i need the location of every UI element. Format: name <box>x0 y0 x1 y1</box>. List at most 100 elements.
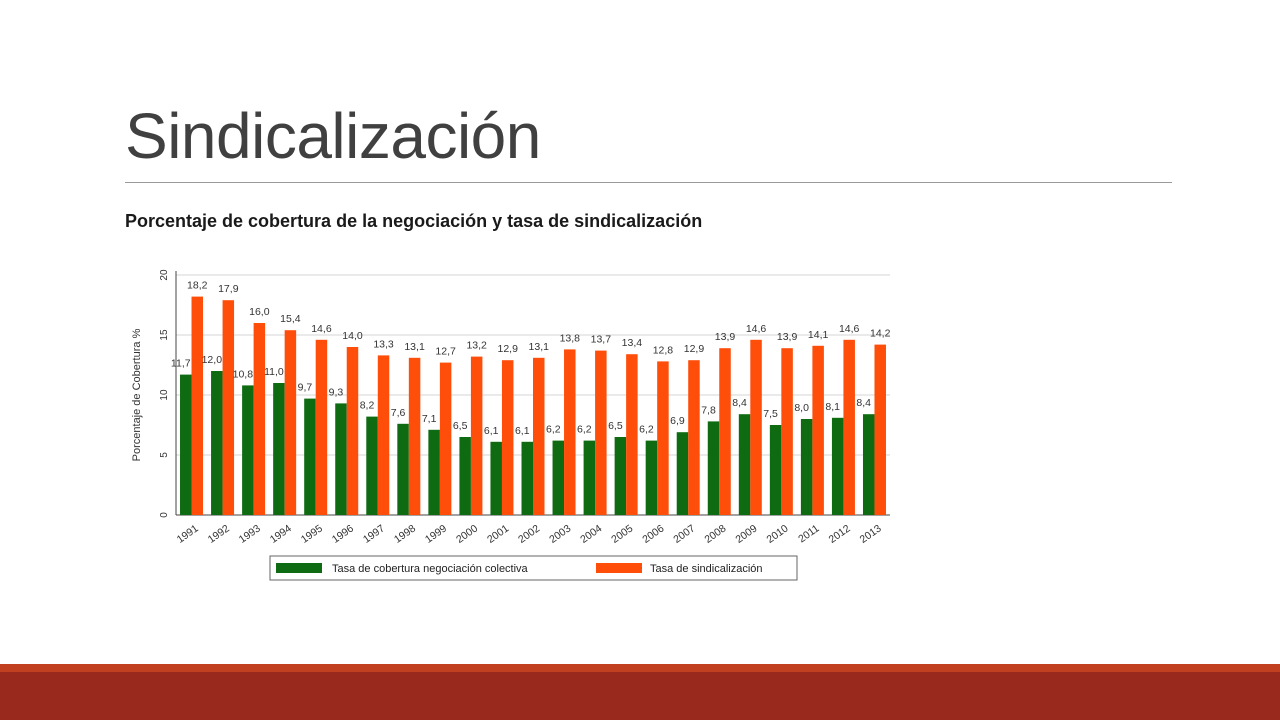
data-label: 6,1 <box>484 425 499 437</box>
bar-cobertura <box>242 385 254 515</box>
bar-cobertura <box>521 441 533 515</box>
bar-cobertura <box>769 425 782 515</box>
data-label: 13,2 <box>466 340 487 352</box>
data-label: 6,2 <box>546 424 561 436</box>
bar-cobertura <box>397 423 409 515</box>
x-tick-label: 2008 <box>702 522 728 545</box>
data-label: 14,6 <box>311 323 332 335</box>
data-label: 13,1 <box>529 341 550 353</box>
slide-subtitle: Porcentaje de cobertura de la negociació… <box>125 211 703 231</box>
x-tick-label: 1994 <box>268 522 294 545</box>
x-tick-label: 2013 <box>858 522 884 545</box>
bar-sindicalizacion <box>595 350 607 515</box>
bars <box>180 296 886 515</box>
x-tick-labels: 1991 1992 1993 1994 1995 1996 1997 1998 1999 2000… <box>175 522 884 545</box>
data-label: 13,4 <box>622 337 643 349</box>
bar-sindicalizacion <box>408 357 421 515</box>
data-label: 8,4 <box>856 397 871 409</box>
data-label: 7,8 <box>701 404 716 416</box>
bar-chart: 11,7 18,2 12,0 17,9 10,8 16,0 11,0 15,4 9,7 14,6 9… <box>131 269 891 581</box>
y-tick-label: 5 <box>159 452 170 458</box>
data-label: 9,7 <box>298 382 313 394</box>
bar-sindicalizacion <box>253 323 266 515</box>
data-label: 14,2 <box>870 328 891 340</box>
data-label: 10,8 <box>233 368 254 380</box>
x-tick-label: 2007 <box>671 522 697 545</box>
footer-band <box>0 672 1280 720</box>
data-label: 13,1 <box>404 341 425 353</box>
x-tick-label: 2011 <box>796 522 822 545</box>
bar-cobertura <box>583 440 596 515</box>
bar-sindicalizacion <box>874 344 886 515</box>
bar-sindicalizacion <box>470 356 483 515</box>
bar-sindicalizacion <box>377 355 390 515</box>
data-label: 7,5 <box>763 408 778 420</box>
bar-cobertura <box>180 374 192 515</box>
data-label: 6,2 <box>577 424 592 436</box>
bar-cobertura <box>800 419 813 515</box>
x-tick-label: 2004 <box>578 522 604 545</box>
data-label: 12,8 <box>653 344 674 356</box>
bar-cobertura <box>831 417 844 515</box>
x-tick-label: 1993 <box>237 522 263 545</box>
y-axis-label: Porcentaje de Cobertura % <box>131 328 143 461</box>
bar-sindicalizacion <box>533 357 545 515</box>
x-tick-label: 2012 <box>827 522 853 545</box>
data-label: 8,2 <box>360 400 375 412</box>
data-label: 8,0 <box>794 402 809 414</box>
data-label: 9,3 <box>329 386 344 398</box>
data-label: 6,2 <box>639 424 654 436</box>
x-tick-label: 1995 <box>299 522 325 545</box>
x-tick-label: 1996 <box>330 522 356 545</box>
data-label: 12,9 <box>497 343 518 355</box>
bar-cobertura <box>645 440 658 515</box>
bar-sindicalizacion <box>315 339 328 515</box>
data-label: 13,8 <box>560 332 581 344</box>
data-label: 8,4 <box>732 397 747 409</box>
bar-cobertura <box>366 416 378 515</box>
bar-cobertura <box>304 398 316 515</box>
bar-sindicalizacion <box>657 361 669 515</box>
y-tick-label: 20 <box>159 269 170 281</box>
y-tick-label: 10 <box>159 389 170 401</box>
data-label: 11,0 <box>264 366 284 378</box>
bar-cobertura <box>676 432 689 515</box>
bar-cobertura <box>490 441 502 515</box>
x-tick-label: 2005 <box>609 522 635 545</box>
data-label: 18,2 <box>187 280 208 292</box>
bar-sindicalizacion <box>781 348 793 515</box>
bar-cobertura <box>738 414 751 515</box>
bar-sindicalizacion <box>439 362 452 515</box>
chart-legend: Tasa de cobertura negociación colectiva … <box>269 555 798 581</box>
bar-cobertura <box>428 429 440 515</box>
data-label: 13,9 <box>777 331 798 343</box>
data-label: 6,1 <box>515 425 530 437</box>
data-label: 13,7 <box>591 334 612 346</box>
data-label: 12,7 <box>435 346 456 358</box>
bar-cobertura <box>273 383 285 515</box>
bar-cobertura <box>614 437 627 515</box>
bar-cobertura <box>552 440 565 515</box>
x-tick-label: 1997 <box>361 522 387 545</box>
bar-sindicalizacion <box>688 360 700 515</box>
bar-cobertura <box>211 371 223 515</box>
x-tick-label: 1998 <box>392 522 418 545</box>
bar-cobertura <box>335 403 347 515</box>
bar-cobertura <box>459 437 471 515</box>
bar-sindicalizacion <box>812 345 824 515</box>
data-label: 14,0 <box>342 330 363 342</box>
bar-sindicalizacion <box>564 349 576 515</box>
data-label: 14,6 <box>746 323 767 335</box>
x-tick-label: 1999 <box>423 522 449 545</box>
data-label: 11,7 <box>171 358 191 370</box>
data-label: 14,6 <box>839 323 860 335</box>
x-tick-label: 2002 <box>516 522 542 545</box>
x-tick-label: 2009 <box>733 522 759 545</box>
x-tick-label: 2000 <box>454 522 480 545</box>
data-label: 8,1 <box>825 401 840 413</box>
data-label: 6,5 <box>608 420 623 432</box>
data-label: 12,9 <box>684 343 705 355</box>
bar-cobertura <box>707 421 720 515</box>
x-tick-label: 1992 <box>206 522 232 545</box>
slide-title: Sindicalización <box>125 100 541 172</box>
